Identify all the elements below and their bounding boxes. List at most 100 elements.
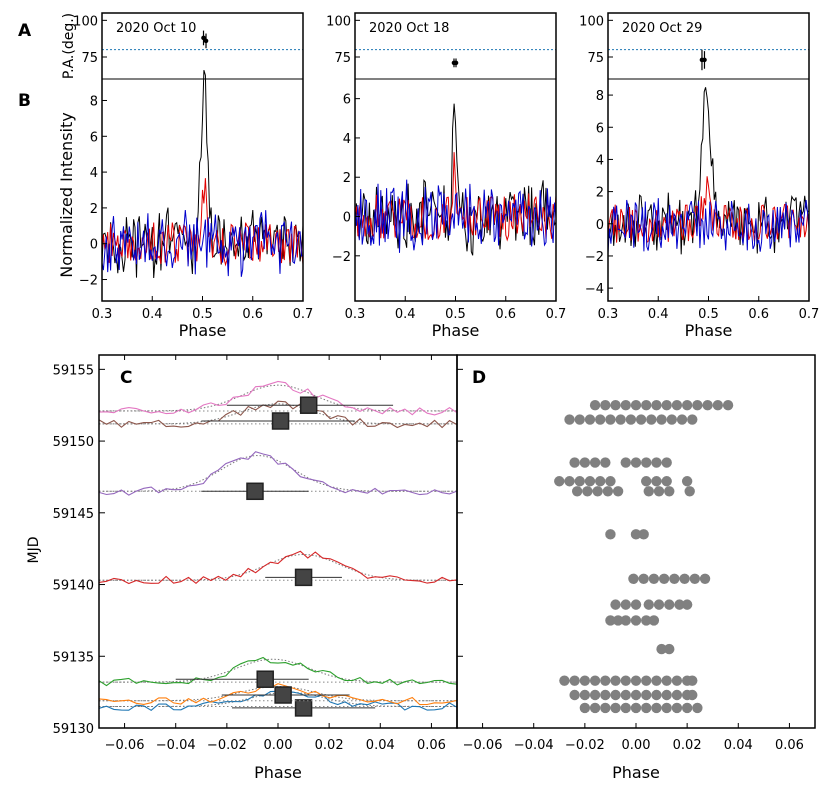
d-xlabel: Phase (612, 763, 660, 782)
profile-panels: 75 100 −2 0 2 4 6 8 0.3 0.4 0.5 0.6 0.7 2020 Oct 10 Ph… (73, 12, 819, 340)
scatter-point (658, 573, 670, 584)
profile-xtick-label: 0.5 (192, 307, 213, 322)
scatter-point (554, 476, 565, 487)
scatter-point (681, 599, 693, 610)
scatter-point (582, 486, 593, 497)
panel-date-title: 2020 Oct 29 (622, 21, 702, 36)
scatter-point (661, 689, 672, 701)
scatter-point (641, 457, 652, 468)
scatter-point (681, 400, 693, 411)
profile-ytick-label: 0 (596, 218, 604, 233)
panel-frame (354, 12, 557, 302)
panel-c-profiles: −0.06 −0.04 −0.02 0.00 0.02 0.04 0.06 59130 5913… (26, 354, 458, 782)
scatter-point (671, 689, 683, 701)
peak-marker (299, 396, 318, 414)
scatter-point (699, 573, 711, 584)
profile-ytick-label: −4 (585, 282, 604, 297)
d-xtick-label: −0.02 (565, 738, 605, 753)
scatter-point (692, 400, 703, 411)
scatter-point (605, 529, 616, 540)
scatter-point (602, 486, 614, 497)
d-xtick-label: 0.06 (775, 738, 804, 753)
scatter-point (569, 675, 580, 686)
pa-axis-label: P.A.(deg.) (61, 13, 77, 79)
scatter-point (579, 457, 591, 468)
c-ytick-label: 59135 (53, 650, 94, 665)
pa-point (702, 57, 707, 63)
scatter-point (687, 675, 698, 686)
profile-line (98, 550, 458, 585)
scatter-point (641, 689, 652, 701)
scatter-point (676, 414, 688, 425)
profile-line (98, 380, 458, 416)
profile-xtick-label: 0.3 (345, 307, 366, 322)
scatter-point (651, 400, 662, 411)
scatter-point (610, 702, 621, 714)
c-xtick-label: −0.02 (207, 738, 247, 753)
panel-date-title: 2020 Oct 10 (116, 21, 196, 36)
scatter-point (641, 702, 652, 714)
scatter-point (641, 476, 652, 487)
mjd-profile-2 (98, 683, 458, 706)
scatter-point (661, 457, 672, 468)
c-xtick-label: 0.00 (264, 738, 293, 753)
peak-marker (294, 568, 313, 587)
scatter-point (661, 476, 672, 487)
scatter-point (579, 702, 591, 714)
profile-xtick-label: 0.4 (142, 307, 163, 322)
profile-xtick-label: 0.5 (698, 307, 719, 322)
scatter-point (656, 643, 667, 655)
scatter-point (630, 702, 642, 714)
scatter-point (664, 599, 675, 610)
circular-polarization-line (101, 209, 304, 277)
peak-marker (274, 686, 292, 704)
c-ytick-label: 59155 (53, 363, 94, 378)
fit-curve (99, 553, 457, 581)
scatter-point (648, 615, 660, 626)
scatter-point (679, 573, 690, 584)
scatter-point (630, 457, 642, 468)
pa-ytick-label: 100 (326, 14, 351, 29)
scatter-point (651, 476, 662, 487)
scatter-point (681, 476, 693, 487)
peak-marker (294, 699, 313, 717)
profile-xtick-label: 0.6 (242, 307, 263, 322)
linear-polarization-line (607, 176, 810, 244)
profile-xtick-label: 0.7 (546, 307, 567, 322)
scatter-point (641, 615, 652, 626)
scatter-point (579, 689, 591, 701)
c-ytick-label: 59145 (53, 507, 94, 522)
scatter-point (571, 486, 583, 497)
scatter-point (589, 702, 601, 714)
scatter-point (681, 702, 693, 714)
fit-curve (99, 685, 457, 702)
scatter-point (684, 486, 695, 497)
panel-frame (101, 12, 304, 302)
scatter-point (574, 414, 585, 425)
scatter-point (630, 675, 642, 686)
scatter-point (671, 702, 683, 714)
scatter-point (628, 573, 639, 584)
pa-point (203, 38, 209, 44)
scatter-point (661, 702, 672, 714)
panel-letter-b: B (18, 91, 31, 111)
profile-ytick-label: −2 (585, 250, 604, 265)
d-xtick-label: 0.02 (673, 738, 702, 753)
profile-xtick-label: 0.5 (445, 307, 466, 322)
profile-line (98, 656, 458, 687)
scatter-point (564, 476, 575, 487)
c-xlabel: Phase (254, 763, 302, 782)
intensity-axis-label: Normalized Intensity (57, 112, 76, 277)
mjd-profile-5 (98, 451, 458, 501)
mjd-profile-3 (98, 656, 458, 688)
scatter-point (651, 457, 662, 468)
fit-curve (99, 658, 457, 683)
d-xtick-label: 0.00 (622, 738, 651, 753)
profile-panel-2: 75 100 −2 0 2 4 6 0.3 0.4 0.5 0.6 0.7 2020 Oct 18 Pha… (326, 12, 567, 340)
peak-marker (271, 412, 290, 430)
scatter-point (610, 675, 621, 686)
scatter-point (643, 486, 654, 497)
c-ytick-label: 59130 (53, 722, 94, 737)
fit-curve (99, 384, 457, 412)
